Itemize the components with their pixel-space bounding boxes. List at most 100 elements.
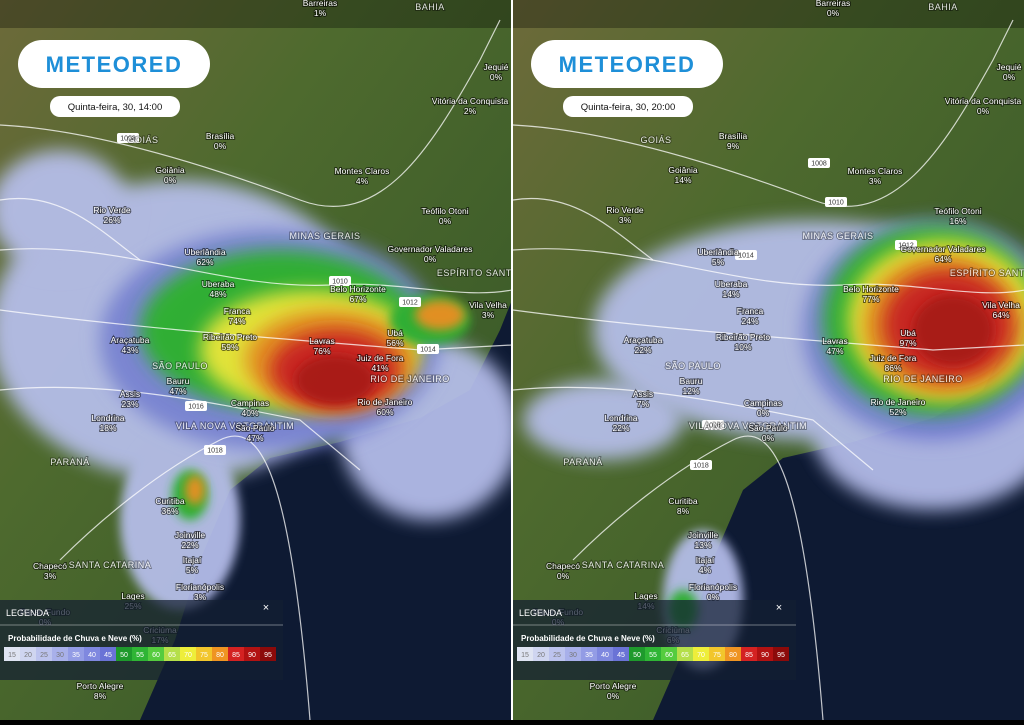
city-value: 26% (103, 215, 120, 225)
top-bar (0, 0, 511, 28)
city-name: Araçatuba (624, 335, 663, 345)
legend-value: 95 (777, 652, 785, 659)
legend-swatch (661, 647, 677, 661)
legend-swatch (773, 647, 789, 661)
legend-value: 60 (152, 652, 160, 659)
city-value: 41% (371, 363, 388, 373)
city-name: Belo Horizonte (843, 284, 899, 294)
city-value: 0% (490, 72, 503, 82)
city-name: Campinas (744, 398, 782, 408)
legend: LEGENDA × Probabilidade de Chuva e Neve (%… (0, 600, 283, 680)
city-value: 0% (757, 408, 770, 418)
city-name: Goiânia (668, 165, 698, 175)
city-name: Juiz de Fora (870, 353, 917, 363)
isobar-label: 1016 (705, 423, 721, 430)
city-value: 10% (734, 342, 751, 352)
city-value: 16% (949, 216, 966, 226)
rain-area (185, 475, 205, 505)
city-value: 60% (376, 407, 393, 417)
city-name: Uberlândia (697, 247, 738, 257)
region-label: VILA NOVA VOTORANTIM (176, 421, 294, 431)
city-name: Bauru (680, 376, 703, 386)
city-name: Barreiras (303, 0, 337, 8)
legend-swatch (629, 647, 645, 661)
legend-value: 80 (729, 652, 737, 659)
city-name: Lages (121, 591, 144, 601)
city-value: 48% (209, 289, 226, 299)
city-value: 22% (634, 345, 651, 355)
city-value: 47% (246, 433, 263, 443)
city-name: Assis (120, 389, 140, 399)
isobar-label: 1008 (811, 161, 827, 168)
city-name: Curitiba (155, 496, 185, 506)
city-value: 43% (121, 345, 138, 355)
isobar (513, 197, 654, 261)
city-name: Rio Verde (93, 205, 131, 215)
city-name: Brasília (719, 131, 748, 141)
rain-area (295, 355, 375, 405)
city-name: Joinville (175, 530, 206, 540)
isobar (0, 309, 511, 351)
region-label: BAHIA (928, 2, 958, 12)
city-name: Londrina (91, 413, 124, 423)
city-value: 64% (934, 254, 951, 264)
isobar-label: 1014 (420, 347, 436, 354)
city-name: Assis (633, 389, 653, 399)
isobar (572, 435, 824, 720)
city-name: Lages (634, 591, 657, 601)
city-name: Ribeirão Preto (203, 332, 258, 342)
legend-value: 65 (168, 652, 176, 659)
isobar-label: 1010 (828, 200, 844, 207)
city-value: 59% (221, 342, 238, 352)
isobar-tag (204, 445, 226, 455)
city-name: Joinville (688, 530, 719, 540)
legend-value: 80 (216, 652, 224, 659)
city-name: Itajaí (696, 555, 715, 565)
region-label: SANTA CATARINA (582, 560, 665, 570)
legend-swatch (709, 647, 725, 661)
legend-close[interactable]: × (263, 602, 269, 614)
city-value: 2% (464, 106, 477, 116)
city-name: Curitiba (668, 496, 698, 506)
city-value: 56% (386, 338, 403, 348)
isobar-label: 1012 (898, 243, 914, 250)
city-value: 23% (121, 399, 138, 409)
city-name: Lavras (822, 336, 848, 346)
region-label: ESPÍRITO SANTO (950, 268, 1024, 278)
legend-value: 70 (184, 652, 192, 659)
isobar-tag (185, 401, 207, 411)
city-value: 0% (214, 141, 227, 151)
city-value: 52% (889, 407, 906, 417)
city-name: Lavras (309, 336, 335, 346)
isobar (59, 435, 311, 720)
legend-swatch (741, 647, 757, 661)
city-value: 0% (762, 433, 775, 443)
legend-swatch (549, 647, 565, 661)
rain-layer (523, 220, 1024, 670)
city-value: 62% (196, 257, 213, 267)
isobar-tag (117, 133, 139, 143)
city-value: 18% (99, 423, 116, 433)
map-panel: 100810101012101410161018Barreiras0%BAHIA… (513, 0, 1024, 720)
legend-swatch (212, 647, 228, 661)
isobar-label: 1018 (693, 463, 709, 470)
city-value: 13% (694, 540, 711, 550)
legend-swatch (132, 647, 148, 661)
legend-close[interactable]: × (776, 602, 782, 614)
city-name: Teófilo Otoni (934, 206, 981, 216)
city-name: Araçatuba (111, 335, 150, 345)
city-value: 14% (674, 175, 691, 185)
legend-value: 20 (537, 652, 545, 659)
isobar-tag (808, 158, 830, 168)
legend-swatch (180, 647, 196, 661)
legend-value: 55 (136, 652, 144, 659)
legend-value: 50 (633, 652, 641, 659)
region-label: RIO DE JANEIRO (370, 374, 450, 384)
legend-swatch (84, 647, 100, 661)
rain-area (415, 300, 465, 330)
city-value: 0% (557, 571, 570, 581)
legend-swatch (228, 647, 244, 661)
city-name: Porto Alegre (77, 681, 124, 691)
legend-box (0, 600, 283, 680)
